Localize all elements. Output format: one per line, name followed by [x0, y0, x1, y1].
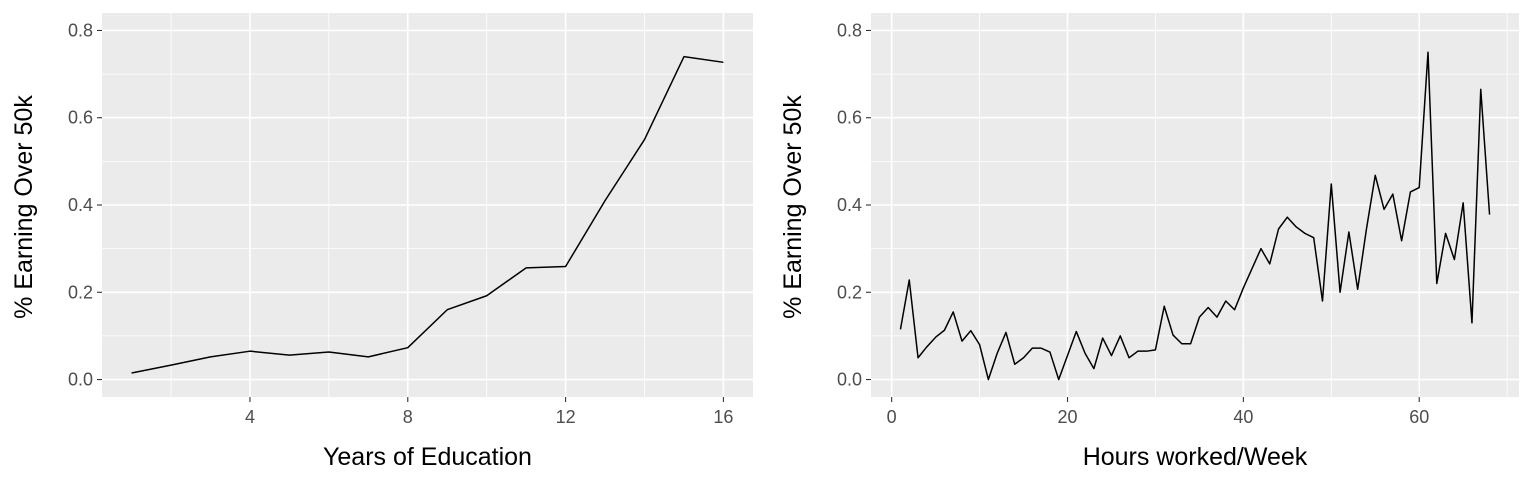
- x-tick-label: 4: [245, 407, 255, 427]
- y-tick-label: 0.2: [837, 282, 862, 302]
- y-axis-title: % Earning Over 50k: [10, 95, 38, 319]
- left-plot-education: 4 8 12 16 0.0 0.2 0.4 0.6 0.8 Years of Educatio…: [10, 13, 753, 471]
- y-tick-label: 0.4: [837, 195, 862, 215]
- y-tick-label: 0.2: [68, 282, 93, 302]
- x-tick-label: 20: [1057, 407, 1077, 427]
- y-tick-label: 0.6: [68, 108, 93, 128]
- x-axis-title: Years of Education: [323, 443, 532, 471]
- y-axis-ticks: 0.0 0.2 0.4 0.6 0.8: [837, 20, 871, 390]
- x-axis-ticks: 0 20 40 60: [887, 397, 1429, 427]
- x-tick-label: 40: [1233, 407, 1253, 427]
- y-axis-title: % Earning Over 50k: [779, 95, 807, 319]
- x-axis-title: Hours worked/Week: [1083, 443, 1308, 471]
- y-tick-label: 0.0: [68, 370, 93, 390]
- x-tick-label: 16: [713, 407, 733, 427]
- y-tick-label: 0.0: [837, 370, 862, 390]
- x-tick-label: 0: [887, 407, 897, 427]
- y-tick-label: 0.8: [837, 20, 862, 40]
- x-axis-ticks: 4 8 12 16: [245, 397, 733, 427]
- y-tick-label: 0.4: [68, 195, 93, 215]
- series-line-education: [131, 55, 724, 374]
- right-plot-hours: 0 20 40 60 0.0 0.2 0.4 0.6 0.8 Hours worked/Wee…: [779, 13, 1519, 471]
- x-tick-label: 8: [403, 407, 413, 427]
- series-line-hours: [899, 51, 1491, 381]
- x-tick-label: 60: [1409, 407, 1429, 427]
- gridlines: [871, 13, 1519, 397]
- y-axis-ticks: 0.0 0.2 0.4 0.6 0.8: [68, 20, 102, 390]
- y-tick-label: 0.8: [68, 20, 93, 40]
- gridlines: [102, 13, 753, 397]
- x-tick-label: 12: [556, 407, 576, 427]
- y-tick-label: 0.6: [837, 108, 862, 128]
